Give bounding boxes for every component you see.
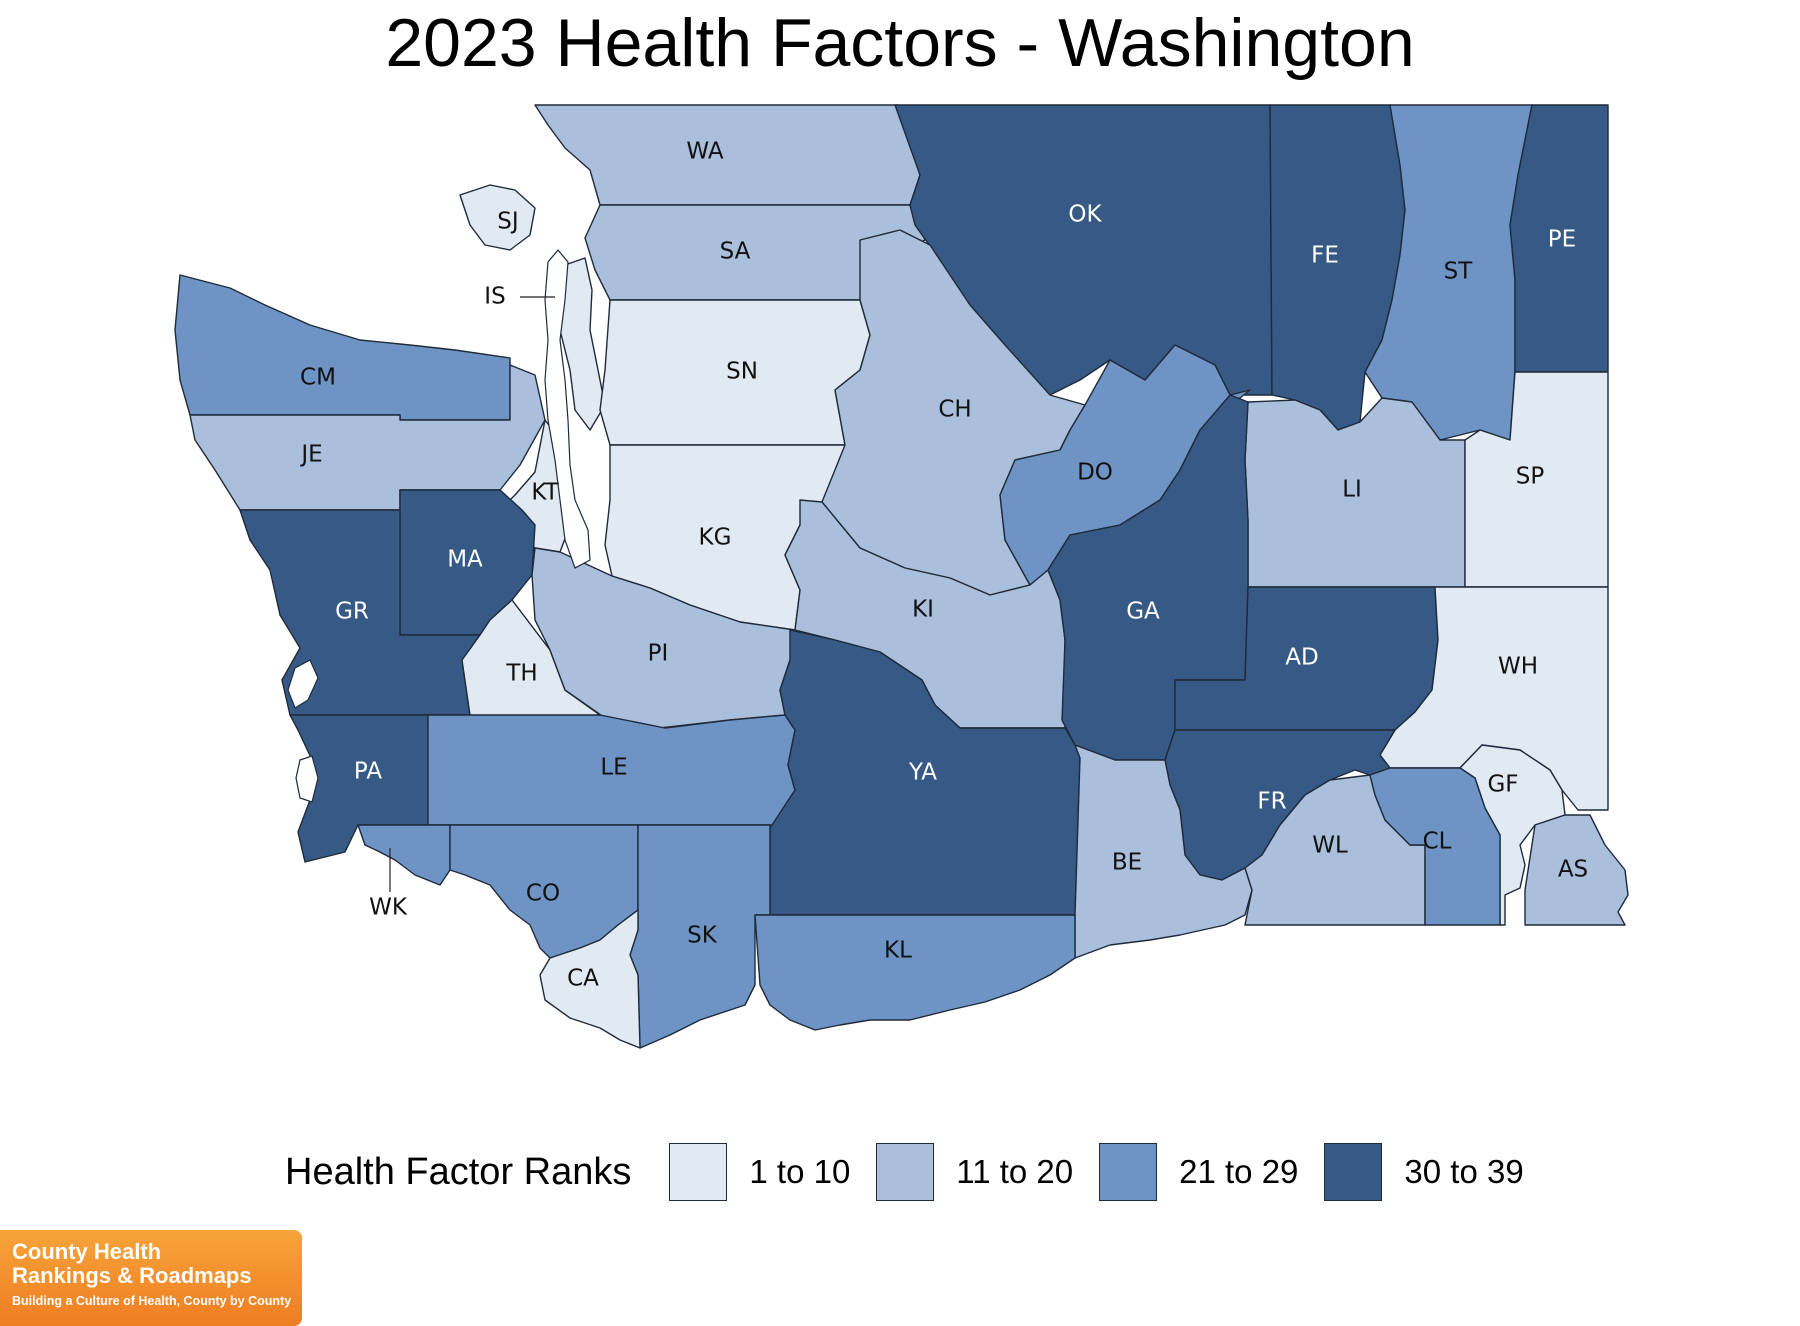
county-label-FR: FR xyxy=(1257,789,1286,815)
legend-label: 21 to 29 xyxy=(1179,1153,1299,1190)
county-label-KT: KT xyxy=(531,480,559,506)
county-label-KL: KL xyxy=(884,938,912,964)
county-label-CH: CH xyxy=(938,397,971,423)
county-label-SP: SP xyxy=(1516,464,1545,490)
county-label-WH: WH xyxy=(1498,654,1538,680)
county-label-SN: SN xyxy=(726,359,758,385)
legend: Health Factor Ranks 1 to 10 11 to 20 21 … xyxy=(285,1140,1550,1204)
county-label-CM: CM xyxy=(300,365,336,391)
county-region-JE[interactable] xyxy=(189,364,546,511)
county-label-GF: GF xyxy=(1487,772,1518,798)
county-label-SK: SK xyxy=(687,923,718,949)
legend-label: 1 to 10 xyxy=(749,1153,851,1190)
county-label-GR: GR xyxy=(335,599,369,625)
county-label-LI: LI xyxy=(1342,477,1362,503)
legend-item: 11 to 20 xyxy=(876,1143,1073,1201)
county-label-SJ: SJ xyxy=(497,209,518,235)
county-label-WA: WA xyxy=(686,139,723,165)
legend-swatch xyxy=(1324,1143,1383,1201)
legend-swatch xyxy=(876,1143,935,1201)
county-label-KI: KI xyxy=(912,597,934,623)
county-label-FE: FE xyxy=(1311,243,1339,269)
county-label-AS: AS xyxy=(1558,857,1588,883)
county-region-PE[interactable] xyxy=(1509,104,1609,373)
legend-swatch xyxy=(669,1143,728,1201)
logo-line-2: Rankings & Roadmaps xyxy=(12,1263,252,1288)
logo-tagline: Building a Culture of Health, County by … xyxy=(12,1294,292,1308)
legend-item: 21 to 29 xyxy=(1099,1143,1298,1201)
legend-title: Health Factor Ranks xyxy=(285,1150,632,1193)
county-region-KL[interactable] xyxy=(754,914,1076,1031)
county-label-LE: LE xyxy=(600,755,627,781)
legend-item: 30 to 39 xyxy=(1324,1143,1524,1201)
legend-swatch xyxy=(1099,1143,1158,1201)
county-label-JE: JE xyxy=(299,442,322,468)
county-label-WL: WL xyxy=(1312,833,1348,859)
logo-line-1: County Health xyxy=(12,1239,162,1264)
county-label-PE: PE xyxy=(1548,227,1576,253)
county-label-TH: TH xyxy=(505,661,537,687)
county-label-CO: CO xyxy=(526,881,560,907)
county-region-CA[interactable] xyxy=(539,909,641,1049)
county-label-KG: KG xyxy=(699,525,732,551)
county-region-WK[interactable] xyxy=(357,824,451,886)
legend-label: 11 to 20 xyxy=(956,1153,1074,1190)
county-label-MA: MA xyxy=(447,547,483,573)
county-region-WA[interactable] xyxy=(534,104,921,206)
county-label-WK: WK xyxy=(369,895,408,921)
puget-sound-water xyxy=(287,249,591,803)
county-label-OK: OK xyxy=(1068,202,1102,228)
county-label-ST: ST xyxy=(1444,259,1474,285)
county-region-AS[interactable] xyxy=(1524,814,1629,926)
county-label-BE: BE xyxy=(1112,850,1142,876)
county-label-YA: YA xyxy=(908,760,937,786)
county-label-IS: IS xyxy=(484,284,505,310)
legend-item: 1 to 10 xyxy=(669,1143,850,1201)
county-health-rankings-logo: County Health Rankings & Roadmaps Buildi… xyxy=(0,1230,302,1326)
county-label-SA: SA xyxy=(720,239,751,265)
county-label-CL: CL xyxy=(1423,829,1452,855)
county-label-GA: GA xyxy=(1126,599,1160,625)
county-region-CL[interactable] xyxy=(1369,767,1501,926)
county-region-SJ[interactable] xyxy=(459,184,536,251)
county-label-PI: PI xyxy=(648,641,669,667)
county-label-DO: DO xyxy=(1077,460,1113,486)
county-label-CA: CA xyxy=(567,966,599,992)
legend-label: 30 to 39 xyxy=(1404,1153,1524,1190)
county-label-AD: AD xyxy=(1285,645,1318,671)
map-title: 2023 Health Factors - Washington xyxy=(385,5,1415,81)
county-label-PA: PA xyxy=(354,759,382,785)
county-region-CM[interactable] xyxy=(174,274,511,421)
